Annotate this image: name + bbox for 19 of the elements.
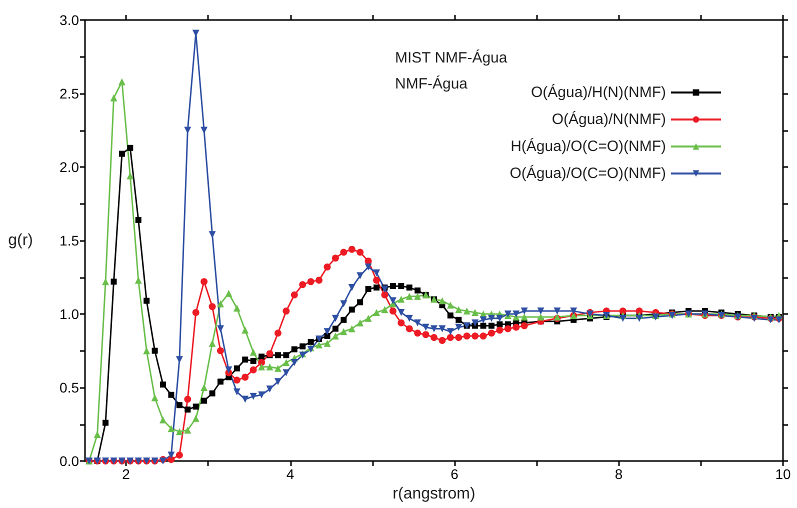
y-axis-title: g(r) <box>8 232 33 249</box>
y-tick-label: 0.5 <box>60 380 80 396</box>
x-tick-label: 6 <box>450 466 459 482</box>
legend-label: O(Água)/H(N)(NMF) <box>531 83 666 101</box>
y-tick-label: 2.5 <box>60 86 80 102</box>
x-tick-label: 8 <box>614 466 623 482</box>
legend-title: MIST NMF-Água NMF-Água <box>395 48 508 92</box>
y-tick-label: 3.0 <box>60 12 80 28</box>
y-tick-label: 1.0 <box>60 306 80 322</box>
x-tick-label: 10 <box>775 466 791 482</box>
y-tick-label: 1.5 <box>60 232 80 248</box>
legend-label: O(Água)/N(NMF) <box>552 110 666 128</box>
x-axis-title: r(angstrom) <box>392 485 476 502</box>
x-tick-label: 2 <box>122 466 130 482</box>
y-tick-label: 2.0 <box>60 159 80 175</box>
x-tick-label: 4 <box>286 466 294 482</box>
y-tick-label: 0.0 <box>60 453 80 469</box>
legend-label: O(Água)/O(C=O)(NMF) <box>510 164 666 182</box>
legend-label: H(Água)/O(C=O)(NMF) <box>510 137 666 155</box>
